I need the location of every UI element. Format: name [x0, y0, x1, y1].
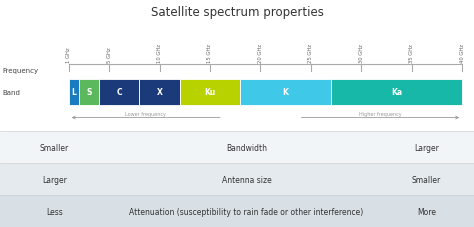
Text: Satellite spectrum properties: Satellite spectrum properties: [151, 6, 323, 19]
Text: 35 GHz: 35 GHz: [409, 44, 414, 62]
Text: Ka: Ka: [391, 88, 402, 97]
Text: Larger: Larger: [42, 175, 67, 184]
Bar: [0, 163, 474, 195]
Text: Ku: Ku: [204, 88, 216, 97]
Bar: [79, 79, 99, 106]
Bar: [240, 79, 331, 106]
Bar: [99, 79, 139, 106]
Text: 30 GHz: 30 GHz: [359, 44, 364, 62]
Text: 15 GHz: 15 GHz: [208, 44, 212, 62]
Text: K: K: [283, 88, 289, 97]
Text: Bandwidth: Bandwidth: [226, 143, 267, 152]
Text: Higher frequency: Higher frequency: [359, 112, 401, 117]
Text: Antenna size: Antenna size: [222, 175, 271, 184]
Text: 1 GHz: 1 GHz: [66, 47, 71, 62]
Text: 40 GHz: 40 GHz: [460, 44, 465, 62]
Text: Smaller: Smaller: [412, 175, 441, 184]
Text: Frequency: Frequency: [2, 68, 38, 74]
Bar: [331, 79, 462, 106]
Bar: [180, 79, 240, 106]
Bar: [0, 195, 474, 227]
Text: Attenuation (susceptibility to rain fade or other interference): Attenuation (susceptibility to rain fade…: [129, 207, 364, 216]
Text: Less: Less: [46, 207, 63, 216]
Text: 5 GHz: 5 GHz: [107, 47, 111, 62]
Text: 10 GHz: 10 GHz: [157, 44, 162, 62]
Bar: [139, 79, 180, 106]
Text: L: L: [71, 88, 76, 97]
Text: S: S: [86, 88, 91, 97]
Text: Lower frequency: Lower frequency: [125, 112, 166, 117]
Text: 20 GHz: 20 GHz: [258, 44, 263, 62]
Text: Larger: Larger: [414, 143, 439, 152]
Text: Smaller: Smaller: [40, 143, 69, 152]
Text: More: More: [417, 207, 436, 216]
Text: C: C: [116, 88, 122, 97]
Text: X: X: [156, 88, 163, 97]
Bar: [0, 132, 474, 163]
Text: Band: Band: [2, 89, 20, 96]
Bar: [69, 79, 79, 106]
Text: 25 GHz: 25 GHz: [308, 44, 313, 62]
